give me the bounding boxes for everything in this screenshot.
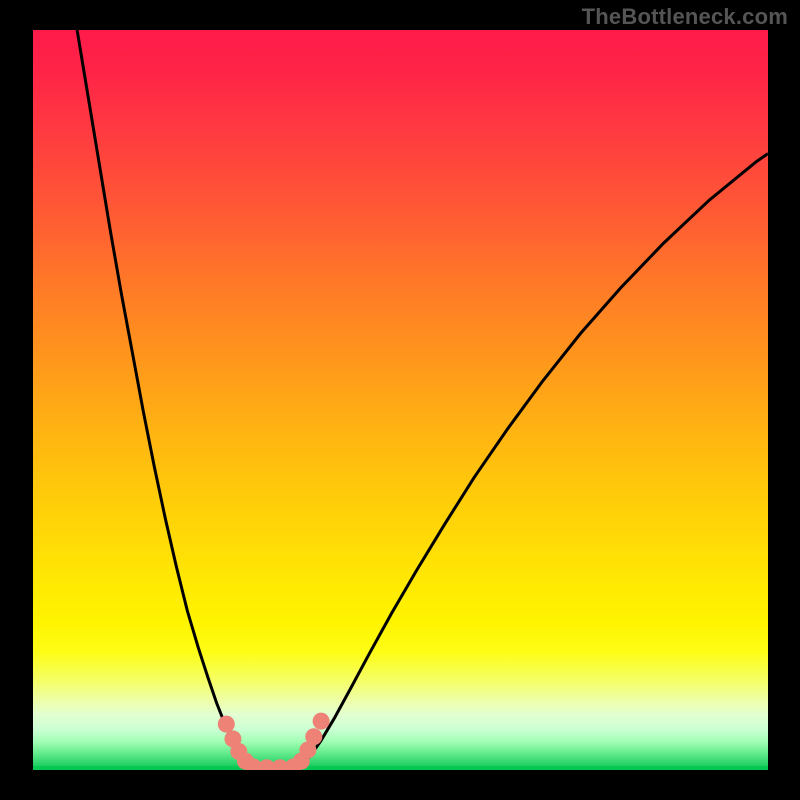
data-dot [313,713,330,730]
curve-layer [33,30,768,770]
watermark-label: TheBottleneck.com [582,4,788,30]
data-dot [305,728,322,745]
plot-area [33,30,768,770]
data-dot [218,716,235,733]
v-curve [77,30,768,769]
chart-canvas: TheBottleneck.com [0,0,800,800]
dot-group [218,713,330,770]
